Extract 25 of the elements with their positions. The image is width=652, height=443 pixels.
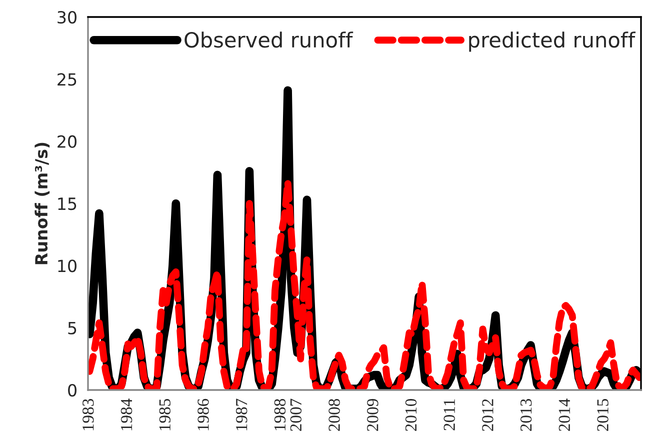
x-tick-label: 2007 [290,398,302,431]
y-tick-label: 5 [68,322,76,334]
x-tick-label: 1983 [82,398,94,430]
x-tick-label: 1988 [274,398,286,430]
y-axis-title: Runoff (m³/s) [34,142,50,264]
x-tick-label: 2012 [482,399,494,431]
y-tick-label: 20 [58,135,76,148]
x-tick-label: 2013 [520,398,532,431]
legend-label: predicted runoff [469,32,636,52]
x-tick-label: 2015 [597,398,608,431]
x-tick-label: 2014 [558,398,570,431]
legend-label: Observed runoff [184,32,354,48]
y-tick-label: 25 [58,73,76,86]
y-tick-label: 0 [68,384,76,397]
y-tick-label: 15 [58,198,76,210]
x-tick-label: 1984 [120,398,132,430]
y-tick-label: 30 [58,10,76,24]
x-tick-label: 2009 [367,399,378,431]
x-tick-label: 2010 [405,398,417,431]
x-tick-label: 2008 [328,398,340,431]
x-tick-label: 1985 [159,398,170,430]
x-tick-label: 1986 [198,398,209,430]
x-tick-label: 2011 [444,399,455,430]
y-tick-label: 10 [58,260,76,272]
x-tick-label: 1987 [236,398,248,430]
